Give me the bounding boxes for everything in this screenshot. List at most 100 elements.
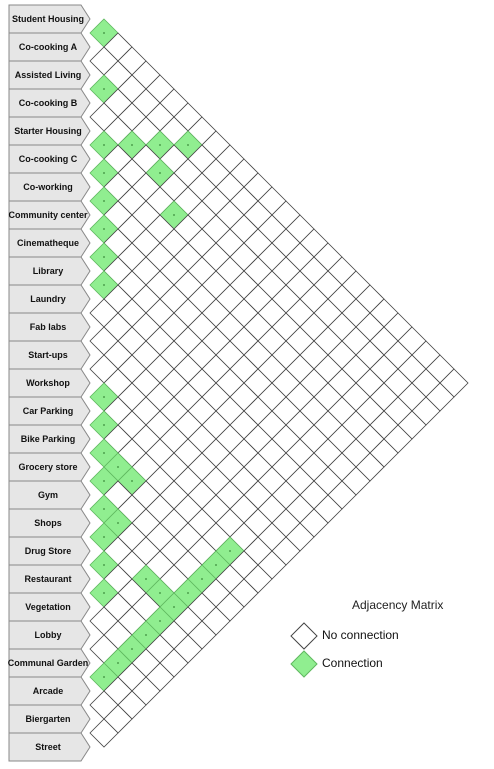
row-label: Library (8, 256, 91, 286)
connection-dot (103, 32, 105, 34)
legend-connection-label: Connection (322, 656, 383, 670)
row-label: Workshop (8, 368, 91, 398)
connection-dot (159, 620, 161, 622)
connection-dot (201, 578, 203, 580)
row-label-tab (8, 396, 91, 426)
row-label: Street (8, 732, 91, 762)
row-label-tab (8, 424, 91, 454)
row-label: Lobby (8, 620, 91, 650)
empty-cell (89, 718, 119, 748)
row-label-tab (8, 508, 91, 538)
row-label-text: Co-cooking A (19, 42, 78, 52)
row-label: Co-cooking B (8, 88, 91, 118)
row-label-text: Communal Garden (8, 658, 89, 668)
legend-connection-swatch (290, 650, 318, 678)
connection-dot (131, 648, 133, 650)
row-label-tab (8, 592, 91, 622)
connection-dot (103, 88, 105, 90)
row-label-tab (8, 116, 91, 146)
row-label: Co-cooking C (8, 144, 91, 174)
row-label: Gym (8, 480, 91, 510)
row-label: Biergarten (8, 704, 91, 734)
row-label: Bike Parking (8, 424, 91, 454)
legend-no-connection-label: No connection (322, 628, 399, 642)
row-label-text: Restaurant (24, 574, 71, 584)
row-label: Co-working (8, 172, 91, 202)
row-label: Starter Housing (8, 116, 91, 146)
connection-dot (159, 172, 161, 174)
row-label-text: Starter Housing (14, 126, 82, 136)
row-label-tab (8, 4, 91, 34)
row-labels: Student Housing Co-cooking A Assisted Livi… (8, 4, 91, 762)
row-label-text: Gym (38, 490, 58, 500)
row-label-text: Drug Store (25, 546, 72, 556)
row-label-text: Student Housing (12, 14, 84, 24)
row-label-tab (8, 256, 91, 286)
row-label: Arcade (8, 676, 91, 706)
row-label-tab (8, 144, 91, 174)
row-label-tab (8, 648, 91, 678)
row-label-text: Lobby (35, 630, 62, 640)
row-label-tab (8, 480, 91, 510)
row-label: Fab labs (8, 312, 91, 342)
row-label: Restaurant (8, 564, 91, 594)
row-label-tab (8, 704, 91, 734)
row-label: Student Housing (8, 4, 91, 34)
connection-dot (173, 214, 175, 216)
connection-dot (187, 592, 189, 594)
row-label-text: Community center (8, 210, 88, 220)
row-label: Assisted Living (8, 60, 91, 90)
connection-dot (103, 592, 105, 594)
connection-dot (103, 536, 105, 538)
row-label: Grocery store (8, 452, 91, 482)
row-label: Community center (8, 200, 91, 230)
row-label-text: Co-working (23, 182, 73, 192)
row-label-text: Start-ups (28, 350, 68, 360)
row-label: Car Parking (8, 396, 91, 426)
row-label-tab (8, 312, 91, 342)
row-label-tab (8, 564, 91, 594)
legend-title: Adjacency Matrix (352, 598, 444, 612)
connection-dot (103, 396, 105, 398)
connection-dot (117, 466, 119, 468)
row-label-text: Workshop (26, 378, 70, 388)
connection-dot (159, 144, 161, 146)
row-label-text: Co-cooking B (19, 98, 78, 108)
connection-dot (103, 284, 105, 286)
row-label-tab (8, 200, 91, 230)
row-label-text: Fab labs (30, 322, 67, 332)
connection-dot (145, 634, 147, 636)
legend-no-connection-swatch (290, 622, 318, 650)
connection-dot (173, 606, 175, 608)
row-label: Drug Store (8, 536, 91, 566)
row-label-text: Cinematheque (17, 238, 79, 248)
connection-dot (103, 564, 105, 566)
connection-dot (229, 550, 231, 552)
row-label: Communal Garden (8, 648, 91, 678)
connection-dot (117, 662, 119, 664)
connection-dot (103, 452, 105, 454)
row-label-tab (8, 284, 91, 314)
row-label-text: Shops (34, 518, 62, 528)
row-label-text: Laundry (30, 294, 66, 304)
row-label-tab (8, 172, 91, 202)
row-label: Start-ups (8, 340, 91, 370)
connection-dot (145, 578, 147, 580)
connection-dot (131, 144, 133, 146)
connection-dot (159, 592, 161, 594)
connection-dot (117, 522, 119, 524)
legend-swatches (290, 622, 318, 678)
row-label-text: Library (33, 266, 64, 276)
connection-dot (103, 200, 105, 202)
connection-dot (103, 424, 105, 426)
row-label-tab (8, 732, 91, 762)
row-label-tab (8, 88, 91, 118)
connection-dot (103, 256, 105, 258)
row-label-tab (8, 32, 91, 62)
row-label-tab (8, 536, 91, 566)
row-label-text: Vegetation (25, 602, 71, 612)
row-label-text: Grocery store (18, 462, 77, 472)
row-label-text: Co-cooking C (19, 154, 78, 164)
connection-dot (103, 508, 105, 510)
